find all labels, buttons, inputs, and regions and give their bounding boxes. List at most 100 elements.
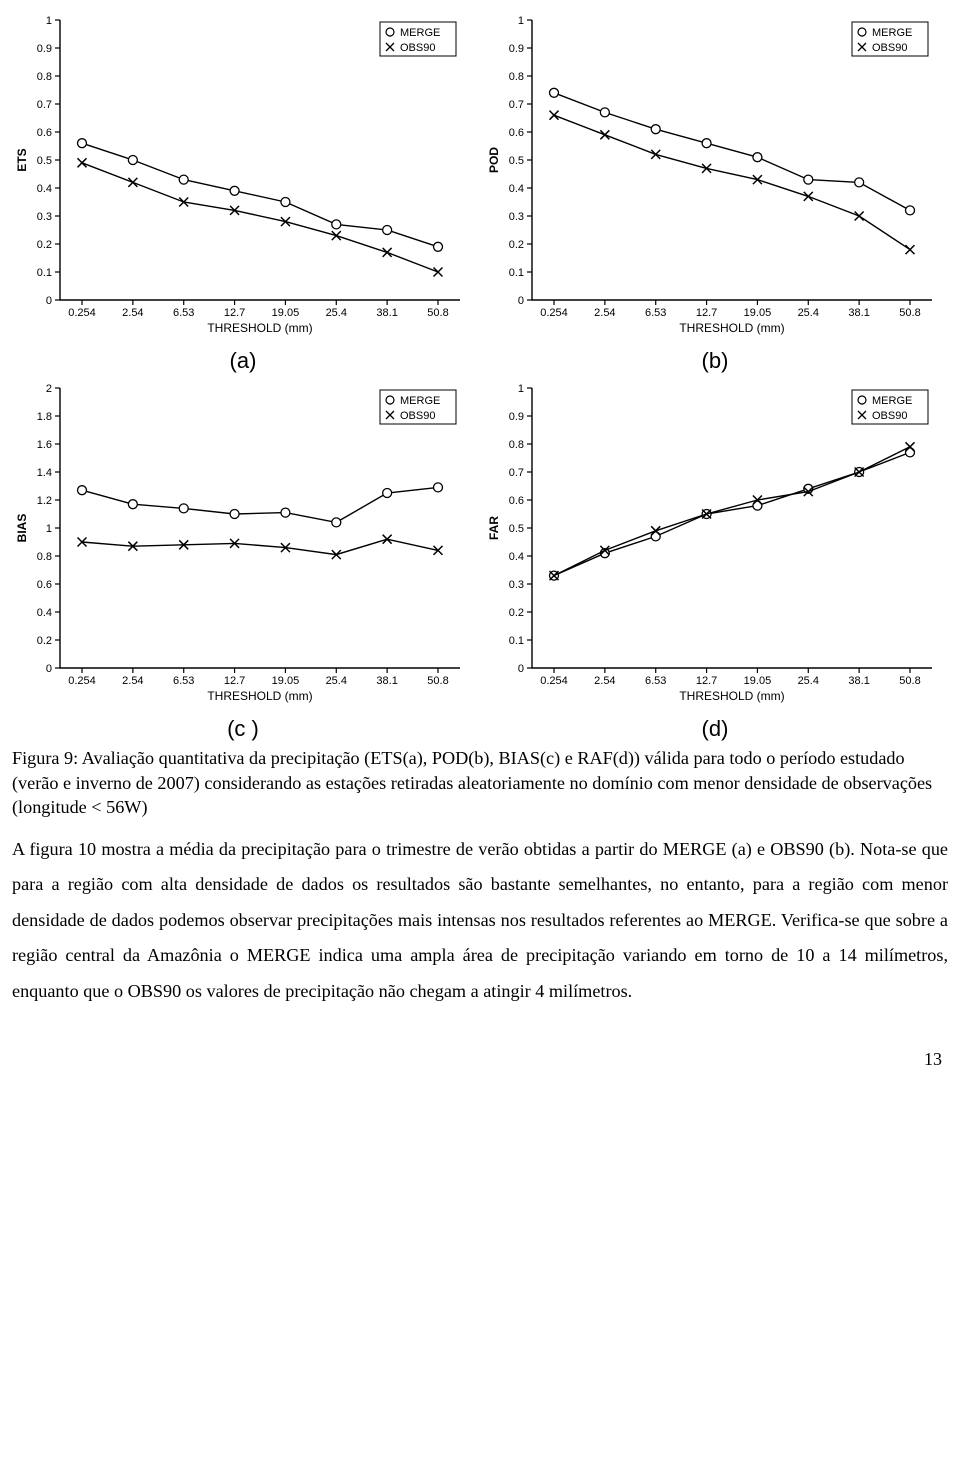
svg-text:0.2: 0.2 — [37, 635, 52, 647]
svg-text:25.4: 25.4 — [798, 307, 819, 319]
svg-text:THRESHOLD (mm): THRESHOLD (mm) — [679, 321, 784, 335]
figure-caption: Figura 9: Avaliação quantitativa da prec… — [12, 746, 948, 820]
svg-text:OBS90: OBS90 — [400, 42, 435, 54]
svg-text:0.2: 0.2 — [37, 239, 52, 251]
svg-text:POD: POD — [487, 147, 501, 173]
svg-text:FAR: FAR — [487, 516, 501, 540]
svg-text:1: 1 — [46, 523, 52, 535]
svg-text:MERGE: MERGE — [872, 27, 912, 39]
svg-text:6.53: 6.53 — [645, 675, 666, 687]
svg-text:0.5: 0.5 — [509, 155, 524, 167]
svg-text:0: 0 — [46, 295, 52, 307]
svg-text:12.7: 12.7 — [224, 307, 245, 319]
svg-text:0.1: 0.1 — [37, 267, 52, 279]
svg-text:0.4: 0.4 — [509, 551, 524, 563]
svg-text:25.4: 25.4 — [798, 675, 819, 687]
svg-text:2.54: 2.54 — [122, 307, 143, 319]
svg-text:MERGE: MERGE — [400, 395, 440, 407]
svg-text:0.2: 0.2 — [509, 239, 524, 251]
svg-text:19.05: 19.05 — [272, 307, 300, 319]
body-paragraph: A figura 10 mostra a média da precipitaç… — [12, 832, 948, 1009]
svg-text:50.8: 50.8 — [899, 307, 920, 319]
svg-text:25.4: 25.4 — [326, 307, 347, 319]
svg-text:2: 2 — [46, 383, 52, 395]
charts-grid: 0 0.1 0.2 0.3 0.4 0.5 0.6 0.7 0.8 0.9 1 0.254 2.54 6.… — [8, 8, 952, 744]
svg-text:0.3: 0.3 — [37, 211, 52, 223]
svg-text:0.1: 0.1 — [509, 635, 524, 647]
svg-text:MERGE: MERGE — [872, 395, 912, 407]
svg-text:1: 1 — [46, 15, 52, 27]
svg-text:0.9: 0.9 — [509, 43, 524, 55]
svg-text:0.3: 0.3 — [509, 211, 524, 223]
svg-text:0.4: 0.4 — [37, 607, 52, 619]
caption-prefix: Figura 9: — [12, 748, 82, 768]
svg-text:38.1: 38.1 — [848, 307, 869, 319]
svg-text:0.254: 0.254 — [540, 307, 568, 319]
svg-text:0.5: 0.5 — [509, 523, 524, 535]
svg-text:1: 1 — [518, 15, 524, 27]
svg-text:1.2: 1.2 — [37, 495, 52, 507]
svg-text:0.9: 0.9 — [37, 43, 52, 55]
svg-text:0.7: 0.7 — [37, 99, 52, 111]
panel-label-c: (c ) — [10, 716, 476, 742]
svg-text:0.7: 0.7 — [509, 467, 524, 479]
chart-cell-b: 00.10.20.30.40.50.60.70.80.910.2542.546.… — [480, 8, 950, 376]
svg-text:1.8: 1.8 — [37, 411, 52, 423]
svg-text:ETS: ETS — [15, 148, 29, 171]
svg-text:OBS90: OBS90 — [400, 410, 435, 422]
page-number: 13 — [8, 1049, 942, 1070]
svg-text:0.6: 0.6 — [37, 127, 52, 139]
svg-text:0: 0 — [46, 663, 52, 675]
svg-text:0.9: 0.9 — [509, 411, 524, 423]
svg-text:0.254: 0.254 — [68, 307, 96, 319]
chart-b: 00.10.20.30.40.50.60.70.80.910.2542.546.… — [482, 10, 948, 350]
svg-text:BIAS: BIAS — [15, 514, 29, 543]
svg-text:0.4: 0.4 — [37, 183, 52, 195]
chart-cell-d: 00.10.20.30.40.50.60.70.80.910.2542.546.… — [480, 376, 950, 744]
svg-text:0.5: 0.5 — [37, 155, 52, 167]
svg-text:THRESHOLD (mm): THRESHOLD (mm) — [207, 321, 312, 335]
svg-text:6.53: 6.53 — [173, 675, 194, 687]
chart-d: 00.10.20.30.40.50.60.70.80.910.2542.546.… — [482, 378, 948, 718]
svg-text:1.4: 1.4 — [37, 467, 52, 479]
svg-text:0.8: 0.8 — [509, 71, 524, 83]
svg-text:0: 0 — [518, 295, 524, 307]
svg-text:50.8: 50.8 — [427, 675, 448, 687]
svg-text:2.54: 2.54 — [594, 307, 615, 319]
svg-text:0.6: 0.6 — [509, 495, 524, 507]
svg-text:12.7: 12.7 — [224, 675, 245, 687]
chart-a: 0 0.1 0.2 0.3 0.4 0.5 0.6 0.7 0.8 0.9 1 0.254 2.54 6.… — [10, 10, 476, 350]
svg-text:0.2: 0.2 — [509, 607, 524, 619]
svg-text:0.254: 0.254 — [540, 675, 568, 687]
panel-label-d: (d) — [482, 716, 948, 742]
svg-text:THRESHOLD (mm): THRESHOLD (mm) — [679, 689, 784, 703]
panel-label-b: (b) — [482, 348, 948, 374]
svg-text:0.6: 0.6 — [37, 579, 52, 591]
svg-text:50.8: 50.8 — [427, 307, 448, 319]
caption-text: Avaliação quantitativa da precipitação (… — [12, 748, 932, 817]
svg-text:OBS90: OBS90 — [872, 410, 907, 422]
svg-text:2.54: 2.54 — [122, 675, 143, 687]
svg-text:12.7: 12.7 — [696, 675, 717, 687]
svg-text:0.4: 0.4 — [509, 183, 524, 195]
svg-text:0.8: 0.8 — [37, 71, 52, 83]
svg-text:12.7: 12.7 — [696, 307, 717, 319]
svg-text:2.54: 2.54 — [594, 675, 615, 687]
panel-label-a: (a) — [10, 348, 476, 374]
svg-text:MERGE: MERGE — [400, 27, 440, 39]
chart-c: 00.20.40.60.811.21.41.61.820.2542.546.53… — [10, 378, 476, 718]
svg-text:50.8: 50.8 — [899, 675, 920, 687]
svg-text:0.3: 0.3 — [509, 579, 524, 591]
svg-text:1: 1 — [518, 383, 524, 395]
svg-text:0.8: 0.8 — [509, 439, 524, 451]
svg-text:0.1: 0.1 — [509, 267, 524, 279]
svg-text:0.6: 0.6 — [509, 127, 524, 139]
svg-text:1.6: 1.6 — [37, 439, 52, 451]
svg-text:6.53: 6.53 — [173, 307, 194, 319]
svg-text:6.53: 6.53 — [645, 307, 666, 319]
svg-text:38.1: 38.1 — [376, 675, 397, 687]
svg-text:19.05: 19.05 — [272, 675, 300, 687]
svg-text:38.1: 38.1 — [848, 675, 869, 687]
svg-text:OBS90: OBS90 — [872, 42, 907, 54]
chart-cell-a: 0 0.1 0.2 0.3 0.4 0.5 0.6 0.7 0.8 0.9 1 0.254 2.54 6.… — [8, 8, 478, 376]
